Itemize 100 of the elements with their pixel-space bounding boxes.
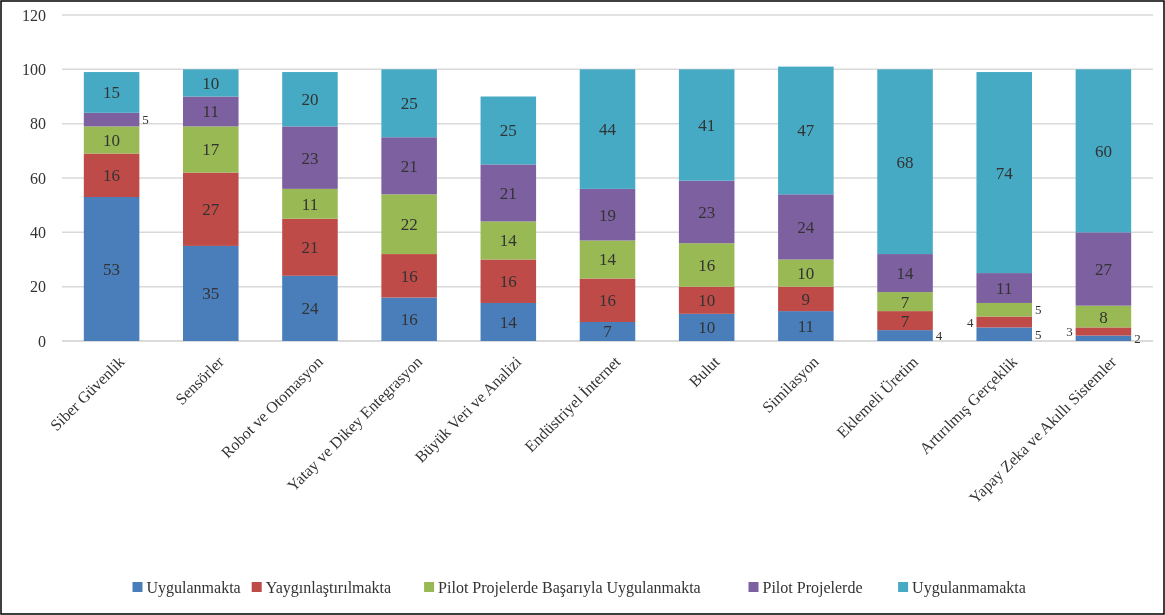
- bar: [480, 96, 537, 165]
- bar: [282, 72, 338, 127]
- data-label: 14: [896, 264, 915, 284]
- y-tick-label: 60: [30, 169, 46, 187]
- bar: [678, 313, 735, 341]
- bar: [480, 164, 537, 222]
- bar: [778, 194, 834, 260]
- data-label: 60: [1094, 141, 1112, 161]
- bar: [877, 254, 933, 293]
- data-label: 10: [103, 130, 121, 150]
- data-label: 53: [103, 259, 121, 279]
- data-label: 10: [797, 264, 815, 284]
- data-label: 14: [499, 312, 518, 332]
- data-label: 41: [698, 115, 716, 135]
- bar: [778, 286, 834, 312]
- data-label: 14: [599, 250, 617, 270]
- bar: [480, 302, 537, 341]
- bar: [579, 321, 636, 341]
- bar: [183, 172, 239, 246]
- data-label: 21: [400, 156, 418, 176]
- bar: [877, 69, 933, 255]
- data-label: 10: [698, 291, 716, 311]
- data-label: 2: [1134, 330, 1141, 346]
- bar: [1075, 327, 1132, 336]
- bar: [282, 188, 338, 219]
- data-label: 68: [896, 152, 914, 172]
- bar: [282, 126, 338, 189]
- data-label: 16: [400, 266, 418, 286]
- bar: [678, 286, 735, 314]
- data-label: 21: [301, 238, 319, 258]
- y-tick-label: 0: [38, 332, 46, 350]
- data-label: 11: [202, 102, 219, 122]
- y-tick-label: 80: [30, 115, 46, 133]
- data-label: 11: [797, 317, 815, 337]
- bar: [778, 66, 834, 195]
- bar: [678, 69, 735, 181]
- bar: [1075, 335, 1132, 341]
- data-label: 22: [400, 215, 418, 235]
- data-label: 74: [995, 163, 1014, 183]
- bar: [183, 245, 239, 341]
- y-tick-label: 100: [22, 60, 46, 78]
- data-label: 27: [1094, 259, 1113, 279]
- legend-label: Pilot Projelerde Başarıyla Uygulanmakta: [438, 578, 701, 597]
- data-label: 16: [599, 291, 616, 311]
- bar: [579, 188, 636, 241]
- data-label: 8: [1099, 307, 1108, 327]
- bar: [778, 311, 834, 341]
- data-label: 24: [797, 217, 815, 237]
- bar: [678, 180, 735, 244]
- data-label: 5: [1035, 326, 1042, 342]
- data-label: 5: [142, 112, 149, 128]
- bar: [1075, 232, 1132, 306]
- y-tick-label: 20: [30, 278, 46, 296]
- legend-label: Uygulanmamakta: [912, 578, 1026, 597]
- bar: [678, 243, 735, 287]
- bar: [83, 153, 140, 198]
- bar: [579, 69, 636, 189]
- data-label: 16: [698, 255, 716, 275]
- y-tick-label: 40: [30, 223, 46, 241]
- data-label: 5: [1035, 302, 1042, 318]
- y-tick-label: 120: [22, 6, 46, 24]
- data-label: 7: [900, 292, 910, 312]
- data-label: 20: [301, 90, 319, 110]
- data-label: 44: [599, 120, 617, 140]
- data-label: 23: [698, 202, 716, 222]
- bar: [1075, 305, 1132, 328]
- bar: [976, 302, 1032, 317]
- data-label: 24: [301, 299, 319, 319]
- bar: [381, 137, 437, 195]
- data-label: 19: [599, 205, 616, 225]
- bar: [480, 221, 537, 260]
- bar: [183, 96, 239, 127]
- data-label: 10: [202, 73, 220, 93]
- bar: [282, 275, 338, 341]
- data-label: 21: [499, 183, 517, 203]
- data-label: 16: [499, 272, 517, 292]
- bar: [579, 278, 636, 322]
- bar: [976, 72, 1032, 274]
- bar: [976, 273, 1032, 303]
- data-label: 16: [400, 310, 418, 330]
- data-label: 10: [698, 318, 716, 338]
- bar: [976, 316, 1032, 328]
- data-label: 14: [499, 231, 518, 251]
- bar: [183, 126, 239, 173]
- bar: [83, 112, 140, 127]
- bar: [877, 292, 933, 312]
- data-label: 16: [103, 166, 121, 186]
- data-label: 25: [499, 121, 517, 141]
- bar: [381, 194, 437, 255]
- bar: [83, 126, 140, 154]
- bar: [480, 259, 537, 303]
- data-label: 47: [797, 121, 815, 141]
- bar: [877, 330, 933, 341]
- data-label: 11: [996, 278, 1013, 298]
- data-label: 9: [801, 289, 811, 309]
- data-label: 25: [400, 94, 418, 114]
- bar: [976, 327, 1032, 341]
- data-label: 7: [900, 311, 910, 331]
- legend-label: Pilot Projelerde: [762, 578, 863, 597]
- bar: [579, 240, 636, 279]
